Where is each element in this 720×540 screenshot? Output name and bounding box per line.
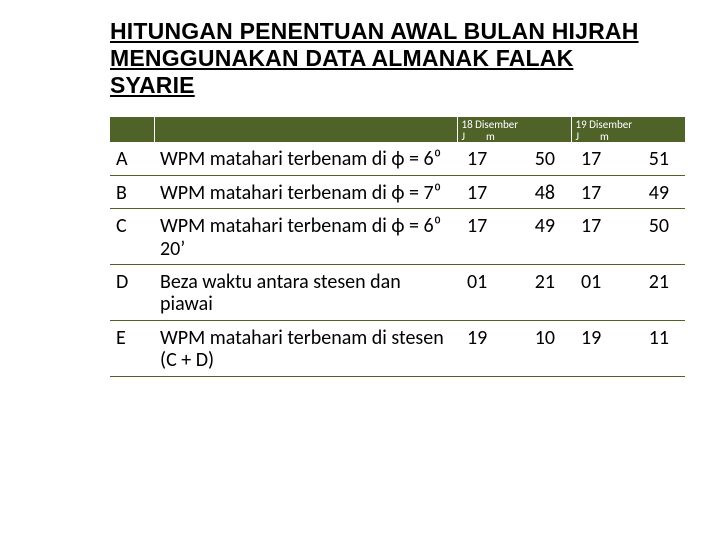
row-desc: WPM matahari terbenam di ϕ = 7⁰ — [154, 175, 457, 208]
row-m2: 50 — [623, 209, 685, 265]
row-desc: WPM matahari terbenam di ϕ = 6⁰ — [154, 142, 457, 175]
hijrah-table: 18 Disember J m 19 Disember J m A WPM ma… — [110, 117, 685, 376]
header-date-2: 19 Disember J m — [571, 117, 685, 142]
row-j1: 17 — [457, 142, 509, 175]
row-desc: WPM matahari terbenam di stesen (C + D) — [154, 320, 457, 376]
header-date-1-text: 18 Disember — [462, 119, 567, 131]
table-row: A WPM matahari terbenam di ϕ = 6⁰ 17 50 … — [110, 142, 685, 175]
row-j2: 17 — [571, 209, 623, 265]
row-label: E — [110, 320, 154, 376]
header-m-2: m — [600, 130, 609, 143]
table-header-row: 18 Disember J m 19 Disember J m — [110, 117, 685, 142]
header-blank-1 — [110, 117, 154, 142]
table-row: E WPM matahari terbenam di stesen (C + D… — [110, 320, 685, 376]
header-blank-2 — [154, 117, 457, 142]
header-j-2: J — [576, 131, 598, 143]
row-label: A — [110, 142, 154, 175]
table-body: A WPM matahari terbenam di ϕ = 6⁰ 17 50 … — [110, 142, 685, 376]
row-j2: 01 — [571, 265, 623, 321]
title-line-3: SYARIE — [110, 72, 195, 98]
header-date-2-text: 19 Disember — [576, 119, 682, 131]
row-m1: 50 — [509, 142, 571, 175]
row-m1: 21 — [509, 265, 571, 321]
row-m2: 21 — [623, 265, 685, 321]
row-m2: 11 — [623, 320, 685, 376]
row-label: B — [110, 175, 154, 208]
table-row: B WPM matahari terbenam di ϕ = 7⁰ 17 48 … — [110, 175, 685, 208]
row-desc: Beza waktu antara stesen dan piawai — [154, 265, 457, 321]
table-row: C WPM matahari terbenam di ϕ = 6⁰ 20’ 17… — [110, 209, 685, 265]
header-m-1: m — [486, 130, 495, 143]
row-m2: 51 — [623, 142, 685, 175]
row-label: D — [110, 265, 154, 321]
title-line-1: HITUNGAN PENENTUAN AWAL BULAN HIJRAH — [110, 18, 639, 44]
title-line-2: MENGGUNAKAN DATA ALMANAK FALAK — [110, 45, 573, 71]
header-j-1: J — [462, 131, 484, 143]
row-m1: 49 — [509, 209, 571, 265]
row-j1: 17 — [457, 175, 509, 208]
row-m1: 10 — [509, 320, 571, 376]
header-date-1: 18 Disember J m — [457, 117, 571, 142]
row-j2: 17 — [571, 175, 623, 208]
row-j2: 19 — [571, 320, 623, 376]
row-j1: 17 — [457, 209, 509, 265]
row-j1: 01 — [457, 265, 509, 321]
row-label: C — [110, 209, 154, 265]
row-m2: 49 — [623, 175, 685, 208]
row-desc: WPM matahari terbenam di ϕ = 6⁰ 20’ — [154, 209, 457, 265]
row-m1: 48 — [509, 175, 571, 208]
page-title: HITUNGAN PENENTUAN AWAL BULAN HIJRAH MEN… — [110, 18, 692, 99]
row-j2: 17 — [571, 142, 623, 175]
table-row: D Beza waktu antara stesen dan piawai 01… — [110, 265, 685, 321]
row-j1: 19 — [457, 320, 509, 376]
